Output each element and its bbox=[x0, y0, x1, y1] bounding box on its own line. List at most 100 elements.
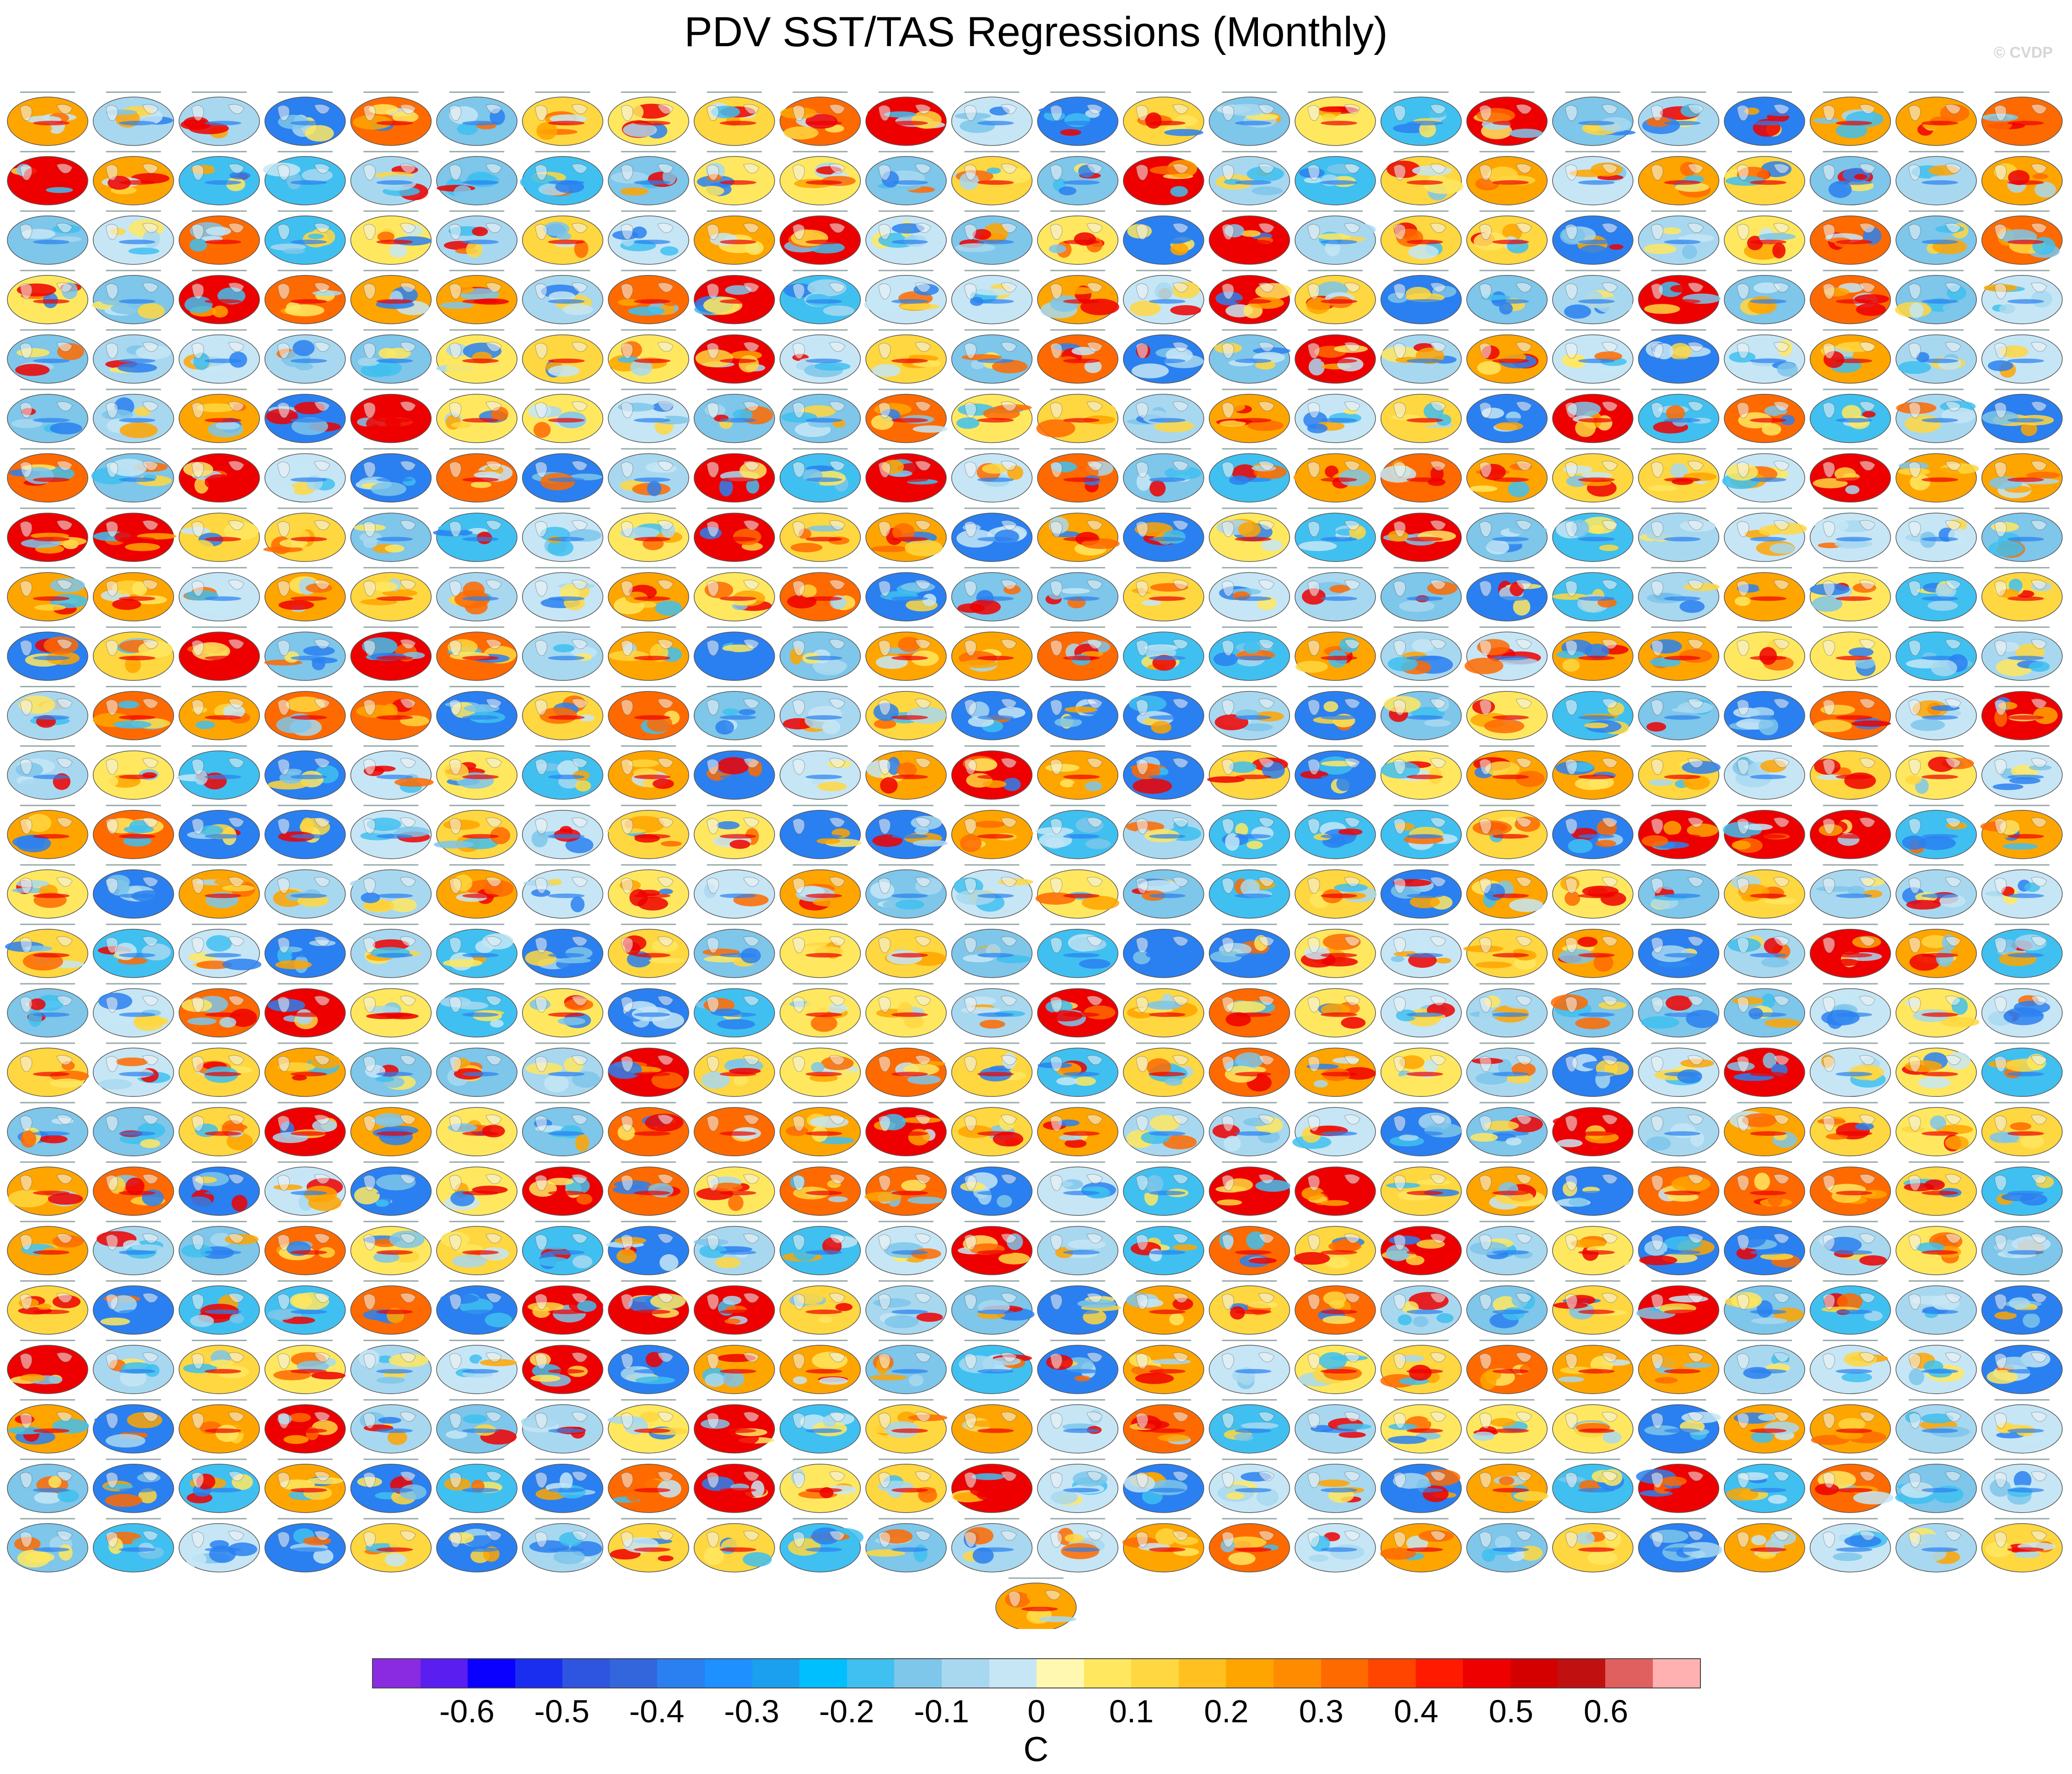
map-panel bbox=[1552, 210, 1634, 265]
map-panel bbox=[1037, 1042, 1118, 1097]
map-panel bbox=[264, 1221, 346, 1275]
map-panel bbox=[1724, 686, 1805, 740]
map-panel bbox=[951, 864, 1034, 919]
colorbar-swatch bbox=[1273, 1659, 1321, 1688]
map-panel bbox=[1209, 388, 1290, 443]
map-panel bbox=[694, 1161, 775, 1216]
map-panel bbox=[608, 1102, 689, 1157]
map-panel bbox=[1466, 1339, 1548, 1394]
map-panel bbox=[1209, 1042, 1290, 1097]
map-panel bbox=[433, 507, 518, 562]
map-panel bbox=[951, 151, 1033, 205]
map-panel bbox=[694, 745, 775, 800]
map-panel bbox=[264, 1458, 346, 1513]
map-panel bbox=[1380, 745, 1462, 800]
map-panel bbox=[1724, 270, 1805, 324]
map-panel bbox=[779, 686, 861, 740]
map-panel bbox=[1209, 686, 1290, 740]
map-panel bbox=[1895, 1161, 1977, 1216]
map-panel bbox=[1724, 864, 1805, 919]
map-panel bbox=[1636, 1458, 1720, 1513]
map-panel bbox=[779, 1280, 861, 1335]
map-panel bbox=[865, 210, 947, 265]
map-panel bbox=[1209, 448, 1290, 503]
map-panel bbox=[1638, 1102, 1720, 1157]
map-panel bbox=[1895, 1518, 1977, 1573]
map-panel bbox=[7, 1458, 88, 1513]
map-panel bbox=[1981, 1518, 2063, 1573]
map-panel bbox=[1552, 448, 1634, 503]
map-panel bbox=[1638, 804, 1720, 859]
map-panel bbox=[522, 507, 604, 562]
map-panel bbox=[1724, 1161, 1805, 1216]
map-panel bbox=[264, 1280, 346, 1335]
map-panel bbox=[350, 1458, 432, 1513]
map-panel bbox=[865, 1102, 947, 1157]
map-panel bbox=[178, 864, 260, 919]
map-panel bbox=[951, 804, 1034, 859]
map-panel bbox=[1209, 1399, 1290, 1454]
map-panel bbox=[779, 448, 861, 503]
map-panel bbox=[1981, 329, 2063, 384]
map-panel bbox=[1638, 210, 1720, 265]
map-panel bbox=[694, 1221, 775, 1275]
map-panel bbox=[7, 1339, 88, 1394]
map-panel bbox=[1638, 448, 1720, 503]
map-panel bbox=[520, 151, 604, 205]
map-panel bbox=[779, 1102, 861, 1157]
map-panel bbox=[1380, 983, 1462, 1038]
map-panel bbox=[436, 1458, 518, 1513]
map-panel bbox=[1209, 507, 1290, 562]
map-panel bbox=[522, 745, 604, 800]
map-panel bbox=[865, 1518, 947, 1573]
map-panel bbox=[1123, 448, 1204, 503]
map-panel bbox=[694, 1280, 775, 1335]
map-panel bbox=[1466, 1280, 1548, 1335]
map-panel bbox=[92, 1458, 174, 1513]
map-panel bbox=[264, 1518, 346, 1573]
map-panel bbox=[608, 329, 689, 384]
map-panel bbox=[1638, 1161, 1720, 1216]
map-panel bbox=[350, 329, 432, 384]
map-panel bbox=[178, 151, 260, 205]
map-panel bbox=[1638, 1518, 1722, 1573]
map-panel bbox=[436, 448, 518, 503]
map-panel bbox=[608, 92, 689, 146]
map-panel bbox=[264, 1339, 346, 1394]
colorbar-swatch bbox=[1605, 1659, 1653, 1688]
map-panel bbox=[1552, 864, 1634, 919]
map-panel bbox=[694, 448, 775, 503]
map-panel bbox=[1037, 567, 1118, 621]
map-panel bbox=[1638, 626, 1720, 681]
map-panel bbox=[1895, 1102, 1977, 1157]
map-panel bbox=[1981, 507, 2063, 562]
map-panel bbox=[350, 983, 432, 1038]
map-panel bbox=[178, 448, 260, 503]
map-panel bbox=[694, 507, 775, 562]
map-panel bbox=[1552, 1280, 1634, 1335]
map-panel bbox=[1724, 1042, 1805, 1097]
map-panel bbox=[951, 923, 1033, 978]
map-panel bbox=[1809, 210, 1891, 265]
map-panel bbox=[7, 686, 88, 740]
map-panel bbox=[1724, 210, 1805, 265]
map-panel bbox=[1809, 983, 1891, 1038]
colorbar-tick-label: -0.2 bbox=[819, 1693, 874, 1729]
map-panel bbox=[1380, 448, 1462, 503]
map-panel bbox=[1809, 1399, 1891, 1454]
map-panel bbox=[7, 567, 88, 621]
map-panel bbox=[522, 1518, 604, 1573]
map-panel bbox=[1466, 864, 1548, 919]
map-panel bbox=[1724, 567, 1805, 621]
map-panel bbox=[1638, 92, 1720, 146]
map-panel bbox=[1895, 864, 1977, 919]
map-panel bbox=[1724, 923, 1805, 978]
map-panel bbox=[1809, 567, 1891, 621]
map-panel bbox=[178, 1518, 260, 1573]
map-panel bbox=[1638, 567, 1720, 621]
map-panel bbox=[264, 388, 346, 443]
map-panel bbox=[178, 1280, 260, 1335]
map-panel bbox=[1037, 983, 1118, 1038]
map-panel bbox=[1209, 1102, 1290, 1157]
map-panel bbox=[178, 1399, 260, 1454]
